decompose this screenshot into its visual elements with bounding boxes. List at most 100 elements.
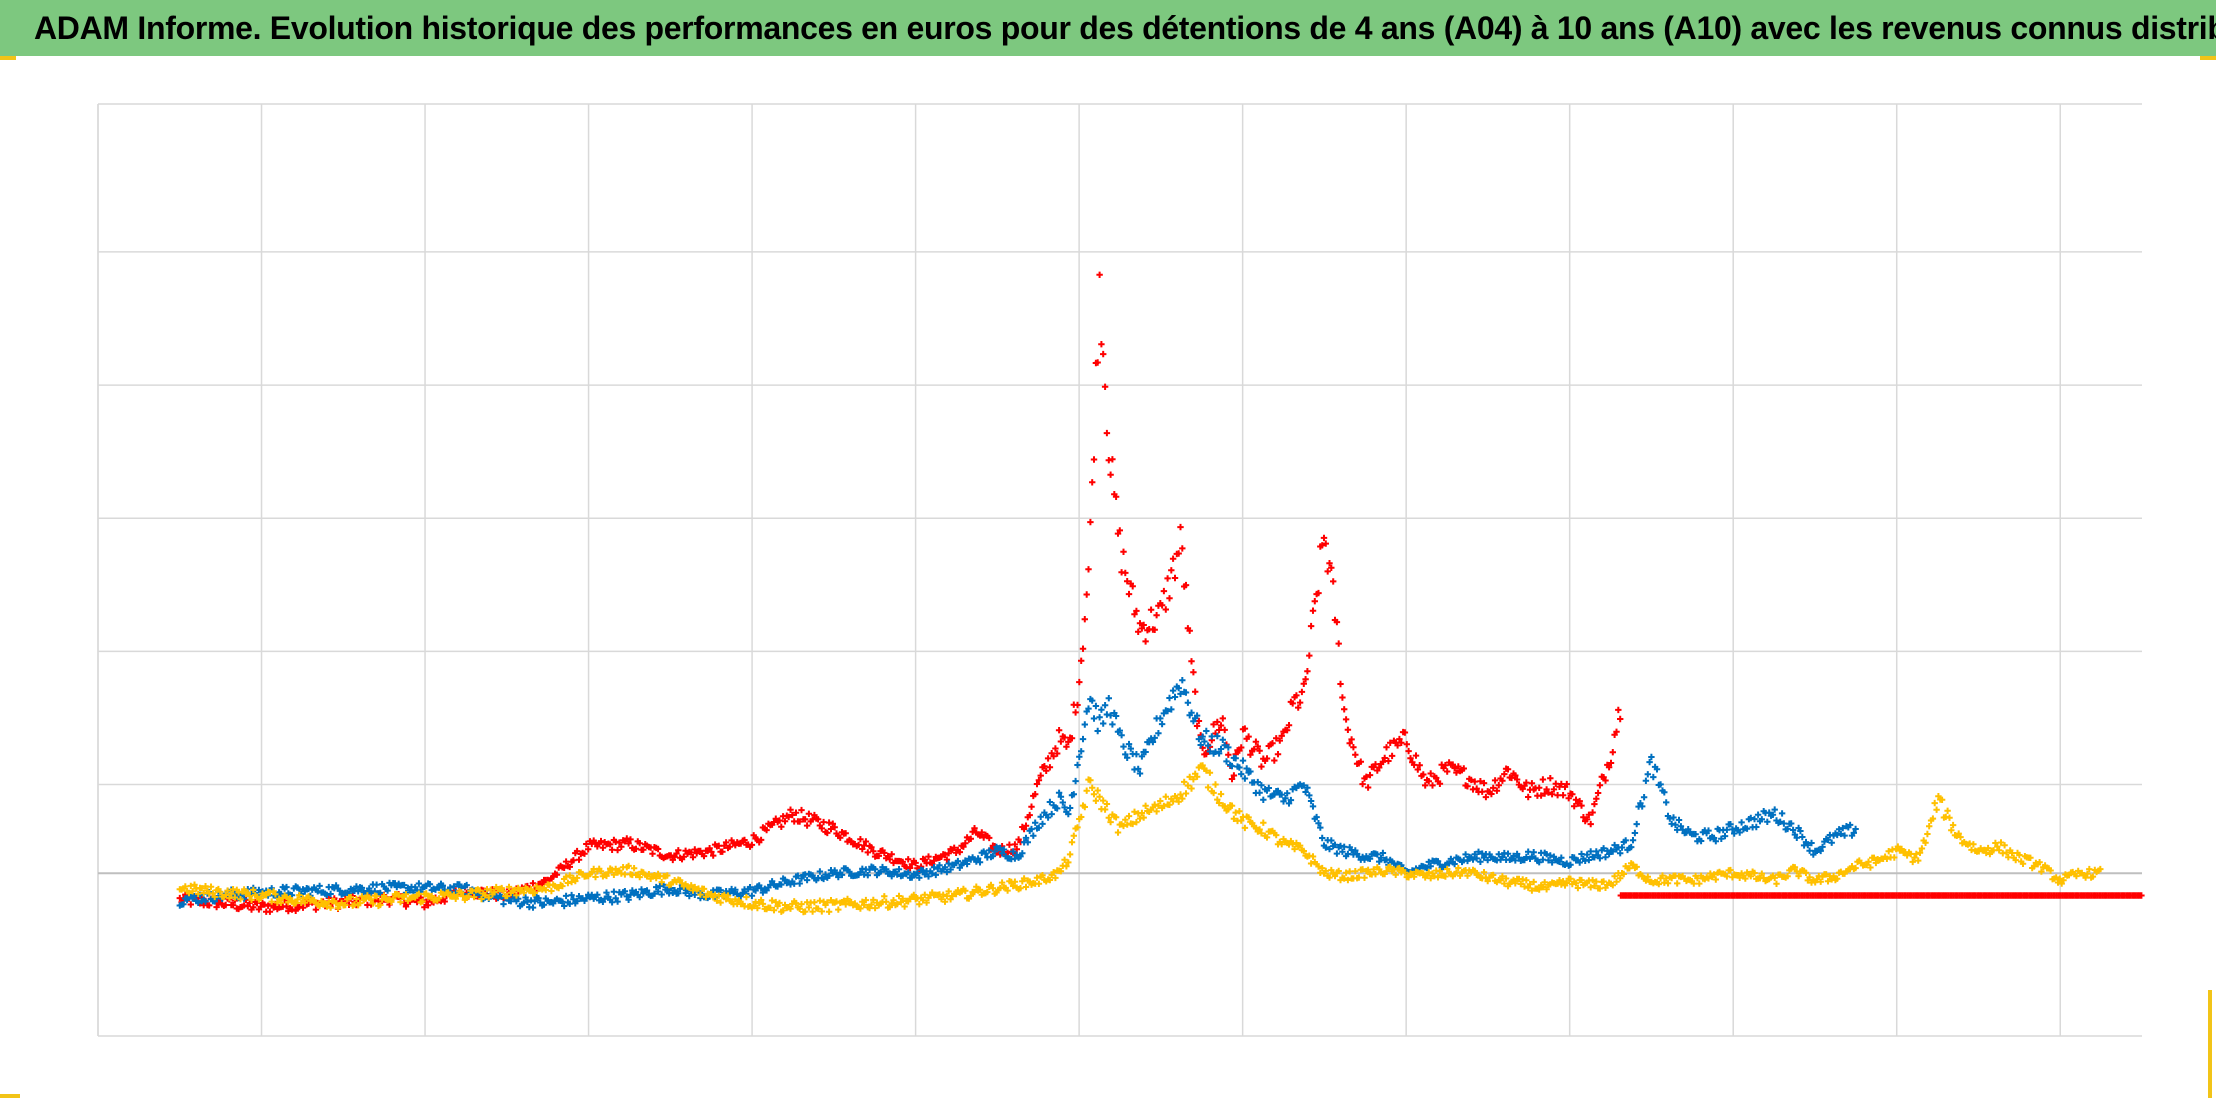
data-point (1247, 768, 1254, 775)
data-point (1361, 856, 1368, 863)
data-point (1596, 885, 1604, 892)
data-point (231, 894, 239, 901)
data-point (1401, 729, 1409, 736)
data-point (283, 903, 290, 910)
data-point (667, 852, 675, 859)
data-point (529, 880, 537, 887)
data-point (1181, 778, 1188, 786)
data-point (1199, 762, 1206, 769)
data-point (1335, 640, 1342, 647)
data-point (1366, 855, 1374, 862)
data-point (805, 810, 813, 817)
data-point (1697, 837, 1705, 845)
data-point (1296, 699, 1304, 706)
data-point (710, 852, 717, 859)
data-point (222, 891, 229, 899)
data-point (1808, 839, 1815, 847)
data-point (1528, 780, 1536, 787)
data-point (743, 893, 750, 901)
series-1 (1617, 892, 2145, 899)
data-point (1326, 874, 1333, 881)
data-point (305, 893, 312, 900)
data-point (1583, 851, 1591, 858)
data-point (1983, 849, 1990, 857)
data-point (463, 881, 470, 889)
data-point (1109, 721, 1116, 728)
data-point (713, 897, 721, 904)
data-point (1166, 595, 1173, 602)
data-point (1221, 726, 1228, 734)
data-point (671, 887, 678, 894)
data-point (1241, 725, 1249, 732)
data-point (967, 892, 974, 900)
data-point (1994, 843, 2001, 850)
data-point (722, 839, 730, 846)
data-point (1898, 845, 1905, 853)
data-point (1600, 774, 1607, 781)
data-point (1559, 792, 1567, 799)
data-point (539, 880, 546, 888)
data-point (875, 852, 882, 860)
data-point (292, 899, 299, 907)
data-point (1674, 826, 1681, 834)
data-point (1784, 873, 1791, 880)
data-point (1521, 883, 1528, 890)
data-point (1640, 794, 1648, 801)
data-point (1558, 780, 1565, 788)
data-point (1004, 887, 1011, 894)
data-point (658, 891, 665, 898)
data-point (607, 841, 614, 848)
data-point (877, 868, 884, 875)
data-point (1547, 852, 1554, 859)
data-point (1425, 858, 1432, 866)
data-point (1718, 835, 1725, 842)
data-point (1331, 841, 1339, 848)
data-point (1168, 567, 1175, 574)
data-point (327, 890, 334, 898)
data-point (1357, 758, 1364, 765)
data-point (973, 883, 980, 890)
data-point (1607, 759, 1615, 767)
data-point (515, 895, 522, 902)
data-point (649, 850, 656, 857)
data-point (1070, 791, 1077, 798)
data-point (1545, 857, 1552, 864)
data-point (1140, 621, 1147, 629)
data-point (1215, 750, 1223, 757)
data-point (895, 866, 903, 873)
data-point (1949, 821, 1957, 829)
data-point (240, 886, 248, 893)
data-point (1032, 819, 1039, 826)
data-point (962, 840, 969, 847)
data-point (811, 811, 818, 819)
data-point (2047, 867, 2054, 874)
data-point (1403, 741, 1410, 748)
data-point (1600, 845, 1607, 852)
data-point (1284, 790, 1291, 797)
data-point (1263, 755, 1271, 762)
data-point (971, 888, 978, 896)
data-point (1434, 874, 1442, 881)
data-point (1615, 706, 1622, 714)
data-point (301, 888, 309, 895)
data-point (1591, 800, 1598, 808)
data-point (802, 908, 809, 915)
data-point (1100, 350, 1107, 358)
data-point (636, 873, 643, 881)
data-point (1039, 820, 1046, 828)
data-point (820, 875, 827, 883)
data-point (1177, 690, 1184, 698)
data-point (402, 891, 410, 898)
data-point (1112, 493, 1120, 500)
report-title: ADAM Informe. Evolution historique des p… (34, 9, 2216, 46)
data-point (189, 888, 196, 895)
data-point (2001, 842, 2008, 849)
data-point (1287, 796, 1295, 804)
data-point (901, 903, 908, 910)
data-point (562, 858, 570, 865)
data-point (191, 881, 198, 888)
data-point (515, 884, 522, 892)
data-point (1122, 816, 1129, 823)
data-point (1587, 884, 1594, 891)
data-point (1228, 775, 1236, 783)
